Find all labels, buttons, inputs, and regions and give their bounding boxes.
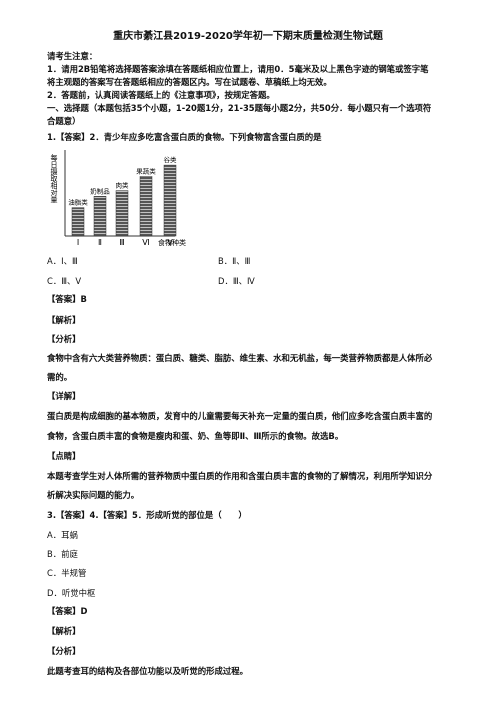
y-axis-label: 每日摄取相对量 [50,153,58,203]
text-line: 1．请用2B铅笔将选择题答案涂填在答题纸相应位置上，请用0．5毫米及以上黑色字迹… [47,64,429,74]
x-tick-label: Ⅱ [98,238,102,247]
text-line: 【详解】 [47,391,81,401]
text-line: D．听觉中枢 [47,588,96,598]
text-line: C．半规管 [47,568,87,578]
bar [115,190,129,237]
text-line: 3.【答案】4.【答案】5．形成听觉的部位是（ ） [47,510,247,520]
title: 重庆市綦江县2019-2020学年初一下期末质量检测生物试题 [113,31,383,42]
text-line: 1.【答案】2．青少年应多吃富含蛋白质的食物。下列食物富含蛋白质的是 [47,132,322,142]
text-line: 合题意） [47,116,81,126]
text-line: D．Ⅲ、Ⅳ [218,276,255,286]
text-line: 【解析】 [47,626,81,636]
text-line: 【分析】 [47,646,81,656]
text-line: A．Ⅰ、Ⅲ [47,256,78,266]
bar-label: 肉类 [116,181,130,190]
text-line: 请考生注意： [47,51,98,61]
text-line: B．前庭 [47,549,78,559]
text-line: 食物，含蛋白质丰富的食物是瘦肉和蛋、奶、鱼等即Ⅱ、Ⅲ所示的食物。故选B。 [47,431,344,441]
text-line: 蛋白质是构成细胞的基本物质，发育中的儿童需要每天补充一定量的蛋白质，他们应多吃含… [47,411,433,421]
bar-label: 果蔬类 [136,166,156,175]
bar-label: 油脂类 [68,198,88,207]
text-line: 一、选择题（本题包括35个小题，1-20题1分，21-35题每小题2分，共50分… [47,103,432,113]
x-tick-label: Ⅴ [167,238,173,247]
bar [163,164,177,237]
text-line: 此题考查耳的结构及各部位功能以及听觉的形成过程。 [47,666,248,676]
text-line: 【分析】 [47,334,81,344]
text-line: 食物中含有六大类营养物质：蛋白质、糖类、脂肪、维生素、水和无机盐，每一类营养物质… [47,353,433,363]
x-tick-label: Ⅵ [142,238,149,247]
text-line: 【点睛】 [47,451,81,461]
bar-label: 谷类 [164,155,178,164]
text-line: 【解析】 [47,315,81,325]
text-line: 2．答题前，认真阅读答题纸上的《注意事项》，按规定答题。 [47,90,275,100]
text-line: 将主观题的答案写在答题纸相应的答题区内。写在试题卷、草稿纸上均无效。 [47,77,332,87]
text-line: 本题考查学生对人体所需的营养物质中蛋白质的作用和含蛋白质丰富的食物的了解情况，利… [47,471,433,481]
x-tick-label: Ⅰ [77,238,79,247]
text-line: 【答案】D [47,606,88,616]
bar [93,196,107,237]
text-line: 【答案】B [47,294,87,304]
text-line: 需的。 [47,372,73,382]
text-line: A．耳蜗 [47,530,78,540]
x-tick-label: Ⅲ [119,238,125,247]
bar-label: 奶制品 [90,186,110,195]
x-axis-label: 食物种类 [158,238,186,247]
text-line: C．Ⅲ、Ⅴ [47,276,82,286]
text-line: 析解决实际问题的能力。 [47,490,140,500]
bar [139,176,153,237]
bar [71,207,85,237]
text-line: B．Ⅱ、Ⅲ [218,256,251,266]
